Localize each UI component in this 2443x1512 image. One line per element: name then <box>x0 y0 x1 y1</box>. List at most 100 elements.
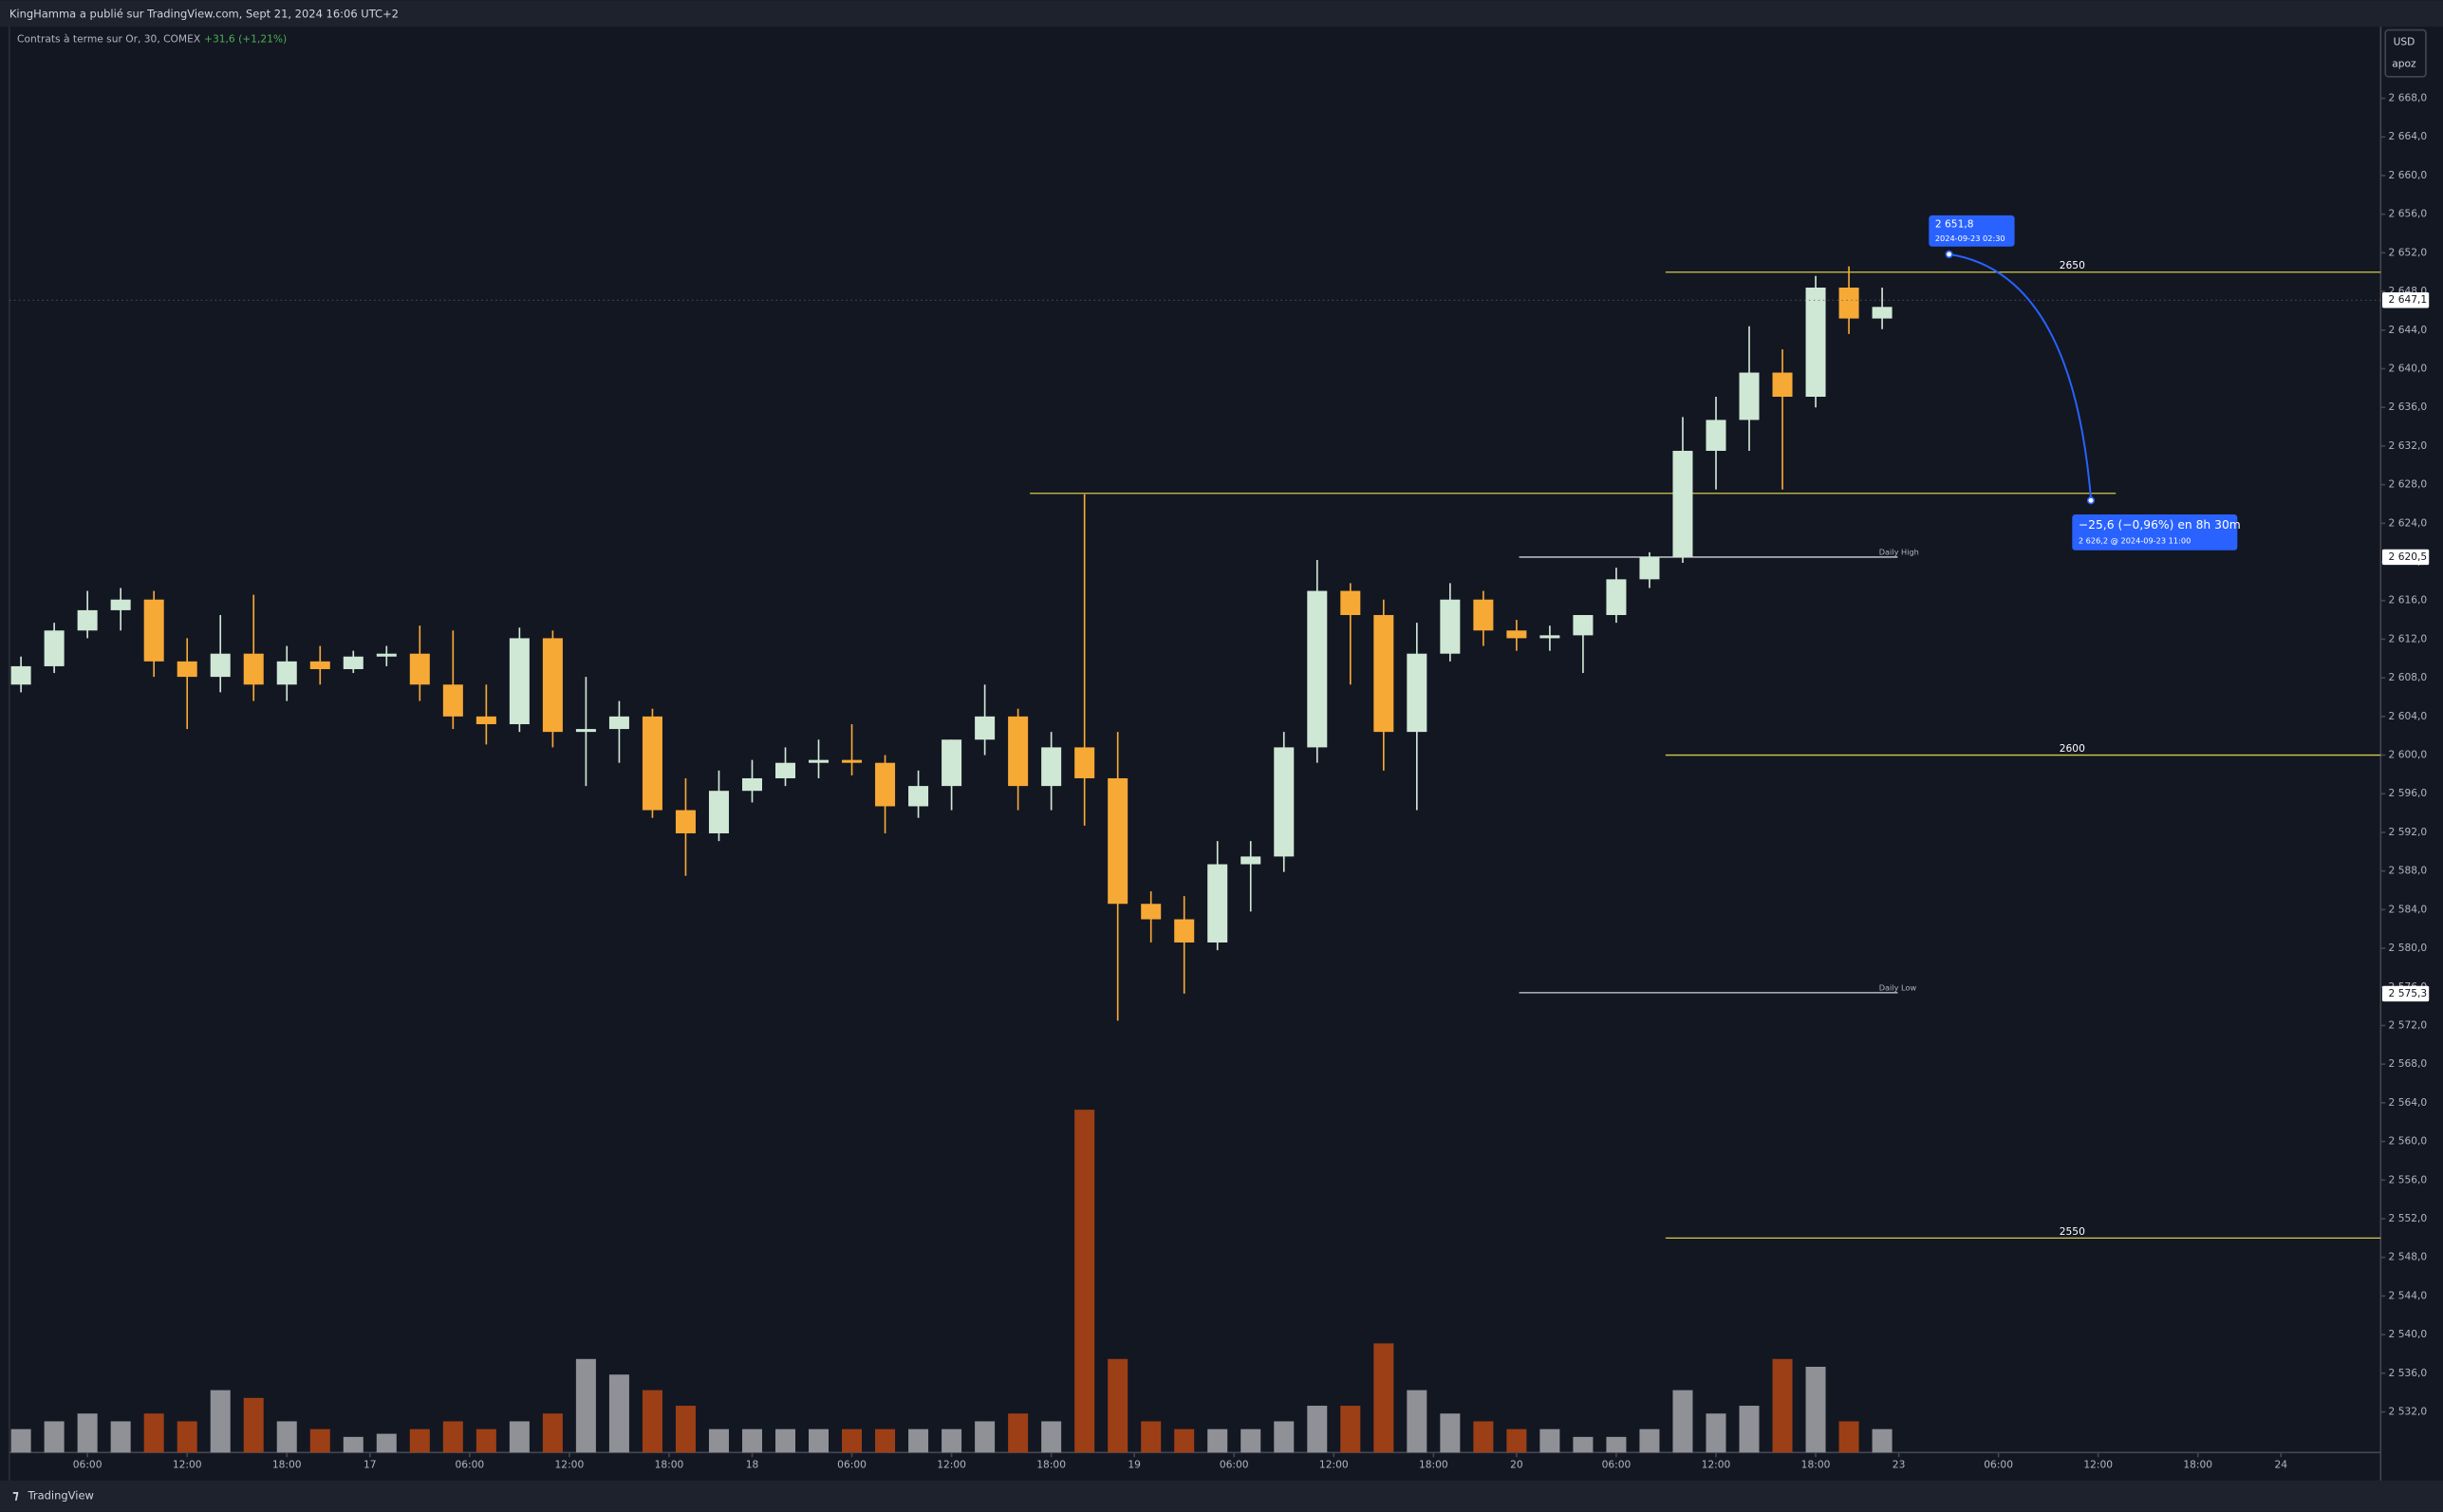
volume-bar <box>1706 1413 1726 1453</box>
candle-body <box>1473 599 1494 631</box>
volume-bar <box>842 1428 863 1453</box>
y-tick-label: 2 596,0 <box>2389 787 2428 799</box>
volume-bar <box>1240 1428 1261 1453</box>
volume-bar <box>110 1421 131 1453</box>
x-tick-label: 18:00 <box>1801 1458 1831 1470</box>
annotation-box <box>2072 514 2238 551</box>
candle-body <box>177 661 197 678</box>
x-tick-label: 18:00 <box>1036 1458 1066 1470</box>
y-tick-label: 2 600,0 <box>2389 749 2428 761</box>
candle-body <box>774 762 796 778</box>
x-tick-label: 18:00 <box>272 1458 302 1470</box>
currency-box[interactable] <box>2384 28 2427 78</box>
candle-body <box>642 716 662 811</box>
y-tick-label: 2 636,0 <box>2389 401 2428 413</box>
volume-bar <box>1739 1406 1760 1453</box>
price-tag <box>2381 985 2430 1002</box>
candle-body <box>1407 653 1427 733</box>
candle-body <box>409 653 430 685</box>
y-tick-label: 2 656,0 <box>2389 208 2428 220</box>
volume-bar <box>875 1428 896 1453</box>
candle-body <box>1141 904 1162 920</box>
candle-body <box>1772 372 1793 397</box>
y-tick-label: 2 544,0 <box>2389 1289 2428 1301</box>
y-tick-label: 2 588,0 <box>2389 865 2428 877</box>
candle-body <box>343 656 364 669</box>
y-tick-label: 2 612,0 <box>2389 632 2428 644</box>
volume-bar <box>1407 1390 1427 1453</box>
volume-bar <box>809 1428 830 1453</box>
candle-body <box>1108 777 1128 905</box>
candle-body <box>376 653 397 657</box>
candle-body <box>1606 579 1627 615</box>
x-tick-label: 12:00 <box>555 1458 585 1470</box>
volume-bar <box>1274 1421 1295 1453</box>
volume-bar <box>975 1421 996 1453</box>
candle-body <box>243 653 264 685</box>
x-tick-label: 23 <box>1893 1458 1906 1470</box>
level-label: Daily Low <box>1879 982 1917 992</box>
symbol[interactable]: Contrats à terme sur Or, 30, COMEX <box>17 32 200 45</box>
candle-body <box>675 810 696 833</box>
currency[interactable]: USD <box>2394 36 2415 48</box>
candle-body <box>1340 590 1361 615</box>
candle-body <box>1307 590 1328 748</box>
volume-bar <box>1174 1428 1195 1453</box>
candle-body <box>708 791 729 833</box>
x-tick-label: 12:00 <box>937 1458 966 1470</box>
candle-body <box>875 762 896 807</box>
y-tick-label: 2 592,0 <box>2389 826 2428 838</box>
brand[interactable]: TradingView <box>28 1489 94 1503</box>
candle-body <box>210 653 231 678</box>
measure-end <box>2086 496 2096 505</box>
volume-bar <box>642 1390 662 1453</box>
annotation-box <box>1929 215 2015 247</box>
y-tick-label: 2 556,0 <box>2389 1173 2428 1185</box>
scale-mode[interactable]: apoz <box>2392 58 2416 70</box>
candle-body <box>842 759 863 763</box>
x-tick-label: 06:00 <box>1984 1458 2013 1470</box>
volume-bar <box>44 1421 65 1453</box>
y-tick-label: 2 616,0 <box>2389 594 2428 607</box>
price-tag-label: 2 575,3 <box>2389 987 2428 999</box>
y-tick-label: 2 564,0 <box>2389 1096 2428 1109</box>
candle-body <box>809 759 830 763</box>
x-tick-label: 18:00 <box>2183 1458 2212 1470</box>
level-label: 2650 <box>2060 259 2085 271</box>
candle-body <box>1207 864 1228 943</box>
x-tick-label: 24 <box>2275 1458 2288 1470</box>
candle-body <box>1706 420 1726 451</box>
level-label: Daily High <box>1879 548 1919 557</box>
candle-body <box>1440 599 1461 654</box>
volume-bar <box>708 1428 729 1453</box>
header-bar <box>0 0 2443 28</box>
footer-bar <box>0 1480 2443 1512</box>
volume-bar <box>409 1428 430 1453</box>
price-tag <box>2381 549 2430 566</box>
candle-body <box>110 599 131 610</box>
y-tick-label: 2 628,0 <box>2389 478 2428 491</box>
y-tick-label: 2 572,0 <box>2389 1018 2428 1031</box>
x-tick-label: 17 <box>364 1458 377 1470</box>
candle-body <box>1838 288 1859 319</box>
x-tick-label: 06:00 <box>1602 1458 1632 1470</box>
x-tick-label: 06:00 <box>455 1458 484 1470</box>
candle-body <box>1672 450 1693 557</box>
candle-body <box>10 665 31 685</box>
publisher: KingHamma a publié sur TradingView.com, … <box>9 8 399 21</box>
x-tick-label: 19 <box>1128 1458 1141 1470</box>
candle-body <box>575 729 596 733</box>
candle-body <box>908 786 929 807</box>
x-tick-label: 12:00 <box>2083 1458 2113 1470</box>
volume-bar <box>1838 1421 1859 1453</box>
y-tick-label: 2 536,0 <box>2389 1367 2428 1379</box>
volume-bar <box>1440 1413 1461 1453</box>
candle-body <box>77 609 98 631</box>
x-tick-label: 18:00 <box>655 1458 684 1470</box>
candle-body <box>1008 716 1029 787</box>
volume-bar <box>10 1428 31 1453</box>
x-tick-label: 20 <box>1510 1458 1523 1470</box>
volume-bar <box>741 1428 762 1453</box>
x-tick-label: 18:00 <box>1419 1458 1448 1470</box>
